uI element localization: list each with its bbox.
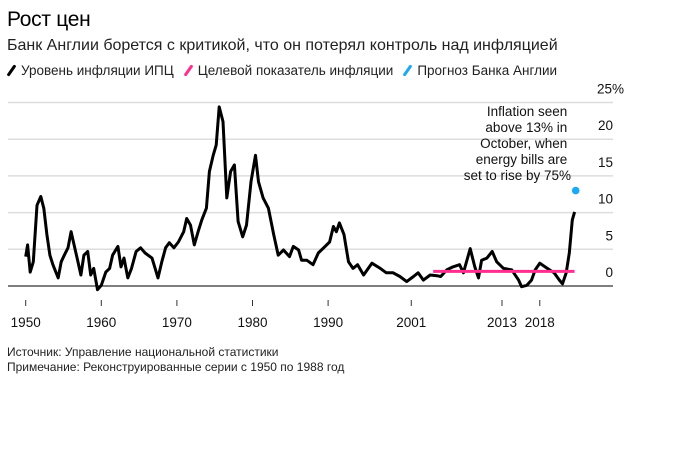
gridlines bbox=[8, 101, 613, 287]
x-tick-label: 1990 bbox=[313, 315, 343, 330]
x-tick-label: 1960 bbox=[86, 315, 116, 330]
legend-item-target: Целевой показатель инфляции bbox=[183, 63, 394, 78]
x-axis: 1950 1960 1970 1980 1990 2001 2013 2018 bbox=[11, 300, 555, 330]
y-tick-label: 10 bbox=[598, 192, 613, 207]
x-tick-label: 2001 bbox=[396, 315, 426, 330]
chart-title: Рост цен bbox=[7, 8, 91, 31]
forecast-point bbox=[571, 186, 580, 195]
y-tick-label: 25% bbox=[597, 82, 624, 97]
annotation-line: October, when bbox=[480, 136, 567, 151]
y-tick-label: 0 bbox=[605, 265, 613, 280]
annotation-line: above 13% in bbox=[485, 120, 567, 135]
annotation: Inflation seen above 13% in October, whe… bbox=[464, 104, 571, 183]
x-tick-label: 1950 bbox=[11, 315, 41, 330]
source-text: Источник: Управление национальной статис… bbox=[7, 345, 279, 359]
legend-item-cpi: Уровень инфляции ИПЦ bbox=[6, 63, 174, 78]
legend-label-cpi: Уровень инфляции ИПЦ bbox=[21, 63, 174, 78]
y-tick-label: 20 bbox=[598, 118, 613, 133]
x-tick-label: 2013 bbox=[487, 315, 517, 330]
x-tick-label: 2018 bbox=[525, 315, 555, 330]
x-tick-label: 1980 bbox=[237, 315, 267, 330]
legend: Уровень инфляции ИПЦ Целевой показатель … bbox=[6, 63, 558, 78]
y-tick-label: 5 bbox=[605, 228, 613, 243]
legend-label-forecast: Прогноз Банка Англии bbox=[417, 63, 558, 78]
series bbox=[24, 105, 580, 292]
y-tick-label: 15 bbox=[598, 155, 613, 170]
annotation-line: Inflation seen bbox=[487, 104, 567, 119]
chart-subtitle: Банк Англии борется с критикой, что он п… bbox=[7, 37, 558, 54]
note-text: Примечание: Реконструированные серии с 1… bbox=[7, 360, 345, 374]
legend-item-forecast: Прогноз Банка Англии bbox=[402, 63, 558, 78]
annotation-line: energy bills are bbox=[476, 152, 568, 167]
legend-label-target: Целевой показатель инфляции bbox=[197, 63, 394, 78]
annotation-line: set to rise by 75% bbox=[464, 168, 571, 183]
y-axis: 25% 20 15 10 5 0 bbox=[597, 82, 624, 281]
x-tick-label: 1970 bbox=[162, 315, 192, 330]
